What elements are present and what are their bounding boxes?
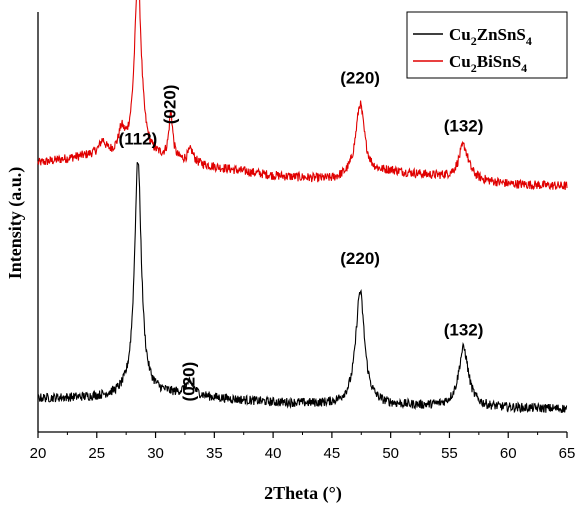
x-tick-label: 55 bbox=[441, 445, 458, 462]
legend: Cu2ZnSnS4 Cu2BiSnS4 bbox=[406, 11, 568, 79]
x-tick-label: 40 bbox=[265, 445, 282, 462]
peak-labels: (112)(020)(220)(132)(112)(020)(220)(132) bbox=[119, 68, 484, 402]
legend-entry: Cu2ZnSnS4 bbox=[449, 25, 532, 48]
x-tick-label: 35 bbox=[206, 445, 223, 462]
x-axis-ticks: 20 25 30 35 40 45 50 55 60 65 bbox=[30, 432, 576, 462]
x-tick-label: 25 bbox=[88, 445, 105, 462]
legend-entry: Cu2BiSnS4 bbox=[449, 52, 527, 75]
series-line-cu2znsns4 bbox=[37, 162, 568, 414]
x-tick-label: 60 bbox=[500, 445, 517, 462]
series-layer bbox=[37, 0, 568, 414]
peak-label: (132) bbox=[444, 320, 484, 339]
legend-box bbox=[406, 11, 568, 79]
x-tick-label: 30 bbox=[147, 445, 164, 462]
x-tick-label: 50 bbox=[382, 445, 399, 462]
peak-label: (112) bbox=[119, 129, 158, 148]
peak-label: (020) bbox=[161, 85, 180, 125]
peak-label: (020) bbox=[179, 362, 198, 402]
x-tick-label: 45 bbox=[324, 445, 341, 462]
series-line-cu2bisns4 bbox=[37, 0, 568, 191]
peak-label: (220) bbox=[340, 249, 380, 268]
peak-label: (220) bbox=[340, 68, 380, 87]
peak-label: (132) bbox=[444, 117, 484, 136]
x-axis-title: 2Theta (°) bbox=[264, 483, 342, 504]
x-tick-label: 65 bbox=[559, 445, 576, 462]
x-tick-label: 20 bbox=[30, 445, 47, 462]
y-axis-title: Intensity (a.u.) bbox=[5, 167, 26, 280]
